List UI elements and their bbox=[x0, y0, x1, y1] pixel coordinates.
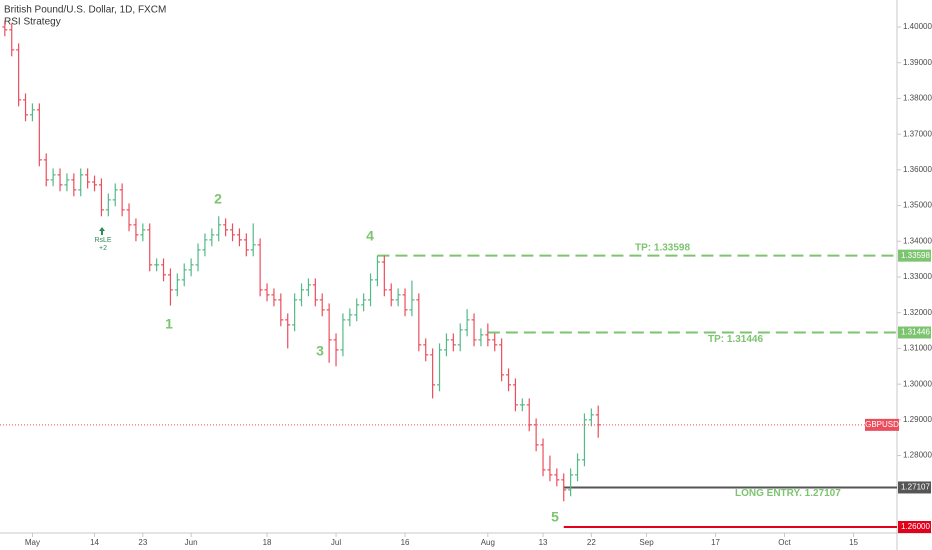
wave-label: 3 bbox=[316, 343, 324, 359]
x-tick-label: Aug bbox=[481, 538, 495, 547]
x-tick-label: May bbox=[25, 538, 40, 547]
symbol-badge bbox=[865, 418, 899, 431]
level-label: LONG ENTRY. 1.27107 bbox=[735, 488, 841, 499]
y-tick-label: 1.33000 bbox=[903, 272, 932, 281]
wave-label: 2 bbox=[214, 191, 222, 207]
y-tick-label: 1.38000 bbox=[903, 94, 932, 103]
y-tick-label: 1.30000 bbox=[903, 379, 932, 388]
y-tick-label: 1.29000 bbox=[903, 415, 932, 424]
price-badge-label: 1.33598 bbox=[901, 251, 930, 260]
y-tick-label: 1.37000 bbox=[903, 129, 932, 138]
y-tick-label: 1.28000 bbox=[903, 451, 932, 460]
price-badge bbox=[898, 249, 931, 262]
price-badge bbox=[898, 326, 931, 339]
price-badge-label: 1.27107 bbox=[901, 483, 930, 492]
x-tick-label: 22 bbox=[587, 538, 596, 547]
symbol-badge-label: GBPUSD bbox=[865, 420, 899, 429]
x-tick-label: 17 bbox=[711, 538, 720, 547]
price-badge bbox=[898, 481, 931, 494]
x-tick-label: Sep bbox=[639, 538, 654, 547]
wave-label: 1 bbox=[165, 316, 173, 332]
price-badge bbox=[898, 521, 931, 533]
signal-arrow bbox=[99, 227, 105, 235]
x-tick-label: 16 bbox=[401, 538, 410, 547]
y-tick-label: 1.39000 bbox=[903, 58, 932, 67]
x-tick-label: 13 bbox=[539, 538, 548, 547]
x-tick-label: 18 bbox=[263, 538, 272, 547]
level-label: TP: 1.33598 bbox=[635, 242, 690, 253]
price-badge-label: 1.31446 bbox=[901, 328, 930, 337]
price-badge-label: 1.26000 bbox=[901, 522, 930, 531]
y-tick-label: 1.40000 bbox=[903, 22, 932, 31]
y-tick-label: 1.35000 bbox=[903, 201, 932, 210]
x-tick-label: Jun bbox=[185, 538, 198, 547]
level-label: TP: 1.31446 bbox=[708, 334, 763, 345]
signal-qty: +2 bbox=[99, 245, 107, 252]
y-tick-label: 1.31000 bbox=[903, 344, 932, 353]
y-tick-label: 1.34000 bbox=[903, 236, 932, 245]
x-tick-label: Oct bbox=[778, 538, 791, 547]
y-tick-label: 1.36000 bbox=[903, 165, 932, 174]
x-tick-label: 23 bbox=[138, 538, 147, 547]
wave-label: 4 bbox=[366, 228, 374, 244]
y-tick-label: 1.32000 bbox=[903, 308, 932, 317]
x-tick-label: 14 bbox=[90, 538, 99, 547]
signal-label: RsLE bbox=[94, 237, 111, 244]
x-tick-label: Jul bbox=[331, 538, 341, 547]
chart-title: British Pound/U.S. Dollar, 1D, FXCM bbox=[4, 5, 166, 16]
wave-label: 5 bbox=[551, 509, 559, 525]
strategy-name: RSI Strategy bbox=[4, 17, 61, 28]
x-tick-label: 15 bbox=[849, 538, 858, 547]
